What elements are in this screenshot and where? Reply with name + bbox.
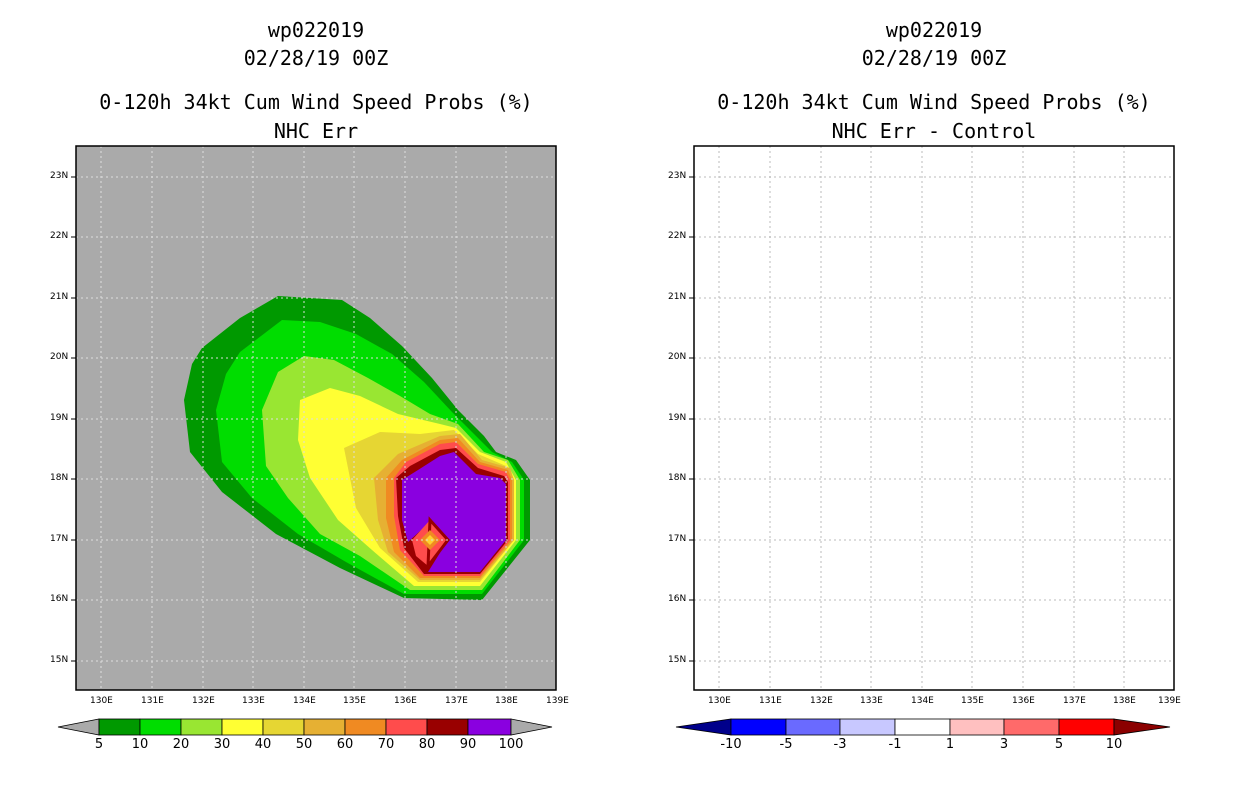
right-lat-label: 23N [668,171,687,181]
right-product-title: 0-120h 34kt Cum Wind Speed Probs (%) [717,90,1151,114]
left-colorbar-swatch [303,718,346,736]
left-colorbar-label: 30 [213,737,231,752]
right-lon-label: 131E [759,696,782,706]
left-lon-label: 135E [343,696,366,706]
left-colorbar-label: 5 [94,737,104,752]
left-colorbar-label: 40 [254,737,272,752]
right-lat-label: 16N [668,594,687,604]
left-colorbar-swatch [426,718,469,736]
left-colorbar-label: 80 [418,737,436,752]
left-colorbar-swatch [385,718,428,736]
tick-marks [71,176,694,662]
right-lon-label: 135E [961,696,984,706]
left-lon-label: 134E [293,696,316,706]
right-colorbar-label: 3 [999,737,1009,752]
left-lon-label: 136E [394,696,417,706]
right-lon-label: 139E [1158,696,1181,706]
right-colorbar-swatch [894,718,951,736]
left-lon-label: 131E [141,696,164,706]
right-colorbar [675,718,1171,736]
left-colorbar-swatch [467,718,512,736]
right-colorbar-swatch [949,718,1005,736]
right-colorbar-low-arrow [675,718,732,736]
left-lat-label: 17N [50,534,69,544]
left-lon-label: 138E [495,696,518,706]
left-colorbar-label: 10 [131,737,149,752]
right-lat-label: 22N [668,231,687,241]
left-colorbar-swatch [262,718,305,736]
right-lon-label: 132E [810,696,833,706]
right-lat-label: 21N [668,292,687,302]
right-map-frame [693,145,1175,691]
left-lon-label: 137E [445,696,468,706]
left-colorbar-label: 100 [498,737,524,752]
right-lon-label: 130E [708,696,731,706]
left-colorbar-label: 50 [295,737,313,752]
left-subtitle: NHC Err [273,119,359,143]
right-colorbar-swatch [785,718,841,736]
left-lat-label: 23N [50,171,69,181]
right-colorbar-label: 5 [1054,737,1064,752]
right-subtitle: NHC Err - Control [831,119,1037,143]
right-map-panel [693,145,1175,691]
right-colorbar-label: -3 [833,737,847,752]
left-datetime: 02/28/19 00Z [243,46,389,70]
right-colorbar-label: 1 [945,737,955,752]
left-lat-label: 19N [50,413,69,423]
left-colorbar-swatch [344,718,387,736]
right-lat-label: 15N [668,655,687,665]
prob-contour-90 [402,452,506,572]
right-lon-label: 137E [1063,696,1086,706]
left-colorbar-label: 60 [336,737,354,752]
right-colorbar-swatch [1003,718,1060,736]
left-lat-label: 22N [50,231,69,241]
left-lon-label: 133E [242,696,265,706]
right-gridlines [694,146,1174,690]
right-colorbar-label: -10 [720,737,742,752]
right-lat-label: 17N [668,534,687,544]
left-lon-label: 132E [192,696,215,706]
left-colorbar-low-arrow [57,718,100,736]
right-colorbar-label: 10 [1105,737,1123,752]
right-map-background [694,146,1174,690]
right-colorbar-high-arrow [1113,718,1171,736]
prob-contour-30-center [425,535,435,545]
left-lat-label: 16N [50,594,69,604]
left-lat-label: 20N [50,352,69,362]
right-lon-label: 134E [911,696,934,706]
right-storm-id: wp022019 [885,18,983,42]
left-colorbar-label: 90 [459,737,477,752]
left-map-frame [75,145,557,691]
left-lat-label: 18N [50,473,69,483]
left-lat-label: 15N [50,655,69,665]
right-lat-label: 20N [668,352,687,362]
left-colorbar-label: 20 [172,737,190,752]
right-colorbar-swatch [1058,718,1115,736]
right-colorbar-label: -5 [779,737,793,752]
right-lon-label: 136E [1012,696,1035,706]
left-colorbar-high-arrow [510,718,553,736]
right-lon-label: 133E [860,696,883,706]
right-colorbar-swatch [730,718,787,736]
right-lon-label: 138E [1113,696,1136,706]
left-colorbar-swatch [180,718,223,736]
left-colorbar [57,718,553,736]
left-colorbar-label: 70 [377,737,395,752]
left-colorbar-swatch [221,718,264,736]
left-map-panel [75,145,557,691]
right-datetime: 02/28/19 00Z [861,46,1007,70]
left-colorbar-swatch [139,718,182,736]
right-colorbar-label: -1 [888,737,902,752]
right-lat-label: 18N [668,473,687,483]
left-colorbar-swatch [98,718,141,736]
left-storm-id: wp022019 [267,18,365,42]
left-lon-label: 139E [546,696,569,706]
right-lat-label: 19N [668,413,687,423]
left-lon-label: 130E [90,696,113,706]
left-lat-label: 21N [50,292,69,302]
left-product-title: 0-120h 34kt Cum Wind Speed Probs (%) [99,90,533,114]
right-colorbar-swatch [839,718,896,736]
left-gridlines [76,146,556,690]
